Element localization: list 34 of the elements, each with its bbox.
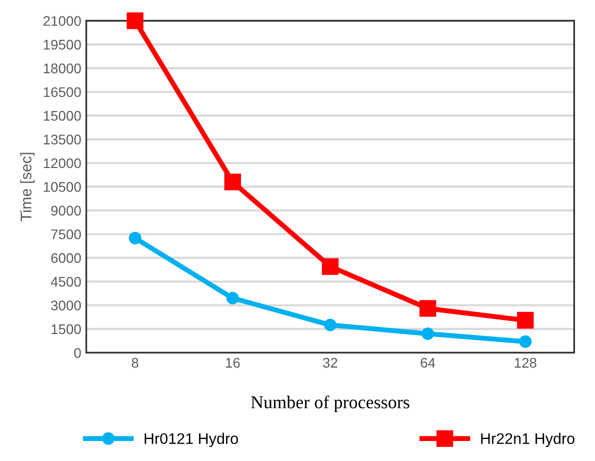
point xyxy=(128,232,142,244)
y-tick-label: 1500 xyxy=(52,324,81,334)
y-tick-label: 21000 xyxy=(43,16,81,26)
y-tick-label: 12000 xyxy=(44,158,81,168)
x-axis-title: Number of processors xyxy=(251,395,410,412)
x-tick-label: 128 xyxy=(514,358,536,368)
point xyxy=(322,258,339,275)
y-tick-label: 7500 xyxy=(51,229,81,240)
y-tick-label: 18000 xyxy=(44,63,81,74)
legend-label: Hr0121 Hydro xyxy=(144,432,238,448)
y-tick-label: 13500 xyxy=(44,134,81,144)
point xyxy=(226,292,239,304)
x-tick-label: 32 xyxy=(323,358,338,368)
point xyxy=(126,12,144,30)
point xyxy=(324,318,336,332)
point xyxy=(224,174,241,190)
y-tick-label: 6000 xyxy=(51,253,81,263)
y-tick-label: 3000 xyxy=(51,300,81,310)
y-axis-title: Time [sec] xyxy=(20,152,34,222)
y-tick-label: 9000 xyxy=(51,206,81,216)
y-tick-label: 19500 xyxy=(44,40,81,50)
point xyxy=(517,312,534,329)
y-tick-label: 16500 xyxy=(44,87,81,98)
y-tick-label: 15000 xyxy=(44,110,81,121)
point xyxy=(419,300,436,317)
y-tick-label: 10500 xyxy=(44,182,81,192)
legend-label: Hr22n1 Hydro xyxy=(481,432,574,448)
y-tick-label: 4500 xyxy=(50,276,81,287)
x-tick-label: 16 xyxy=(226,358,240,368)
x-tick-label: 64 xyxy=(420,358,436,368)
point xyxy=(422,327,434,340)
y-tick-label: 0 xyxy=(74,348,81,358)
point xyxy=(519,335,532,348)
x-tick-label: 8 xyxy=(132,358,138,368)
